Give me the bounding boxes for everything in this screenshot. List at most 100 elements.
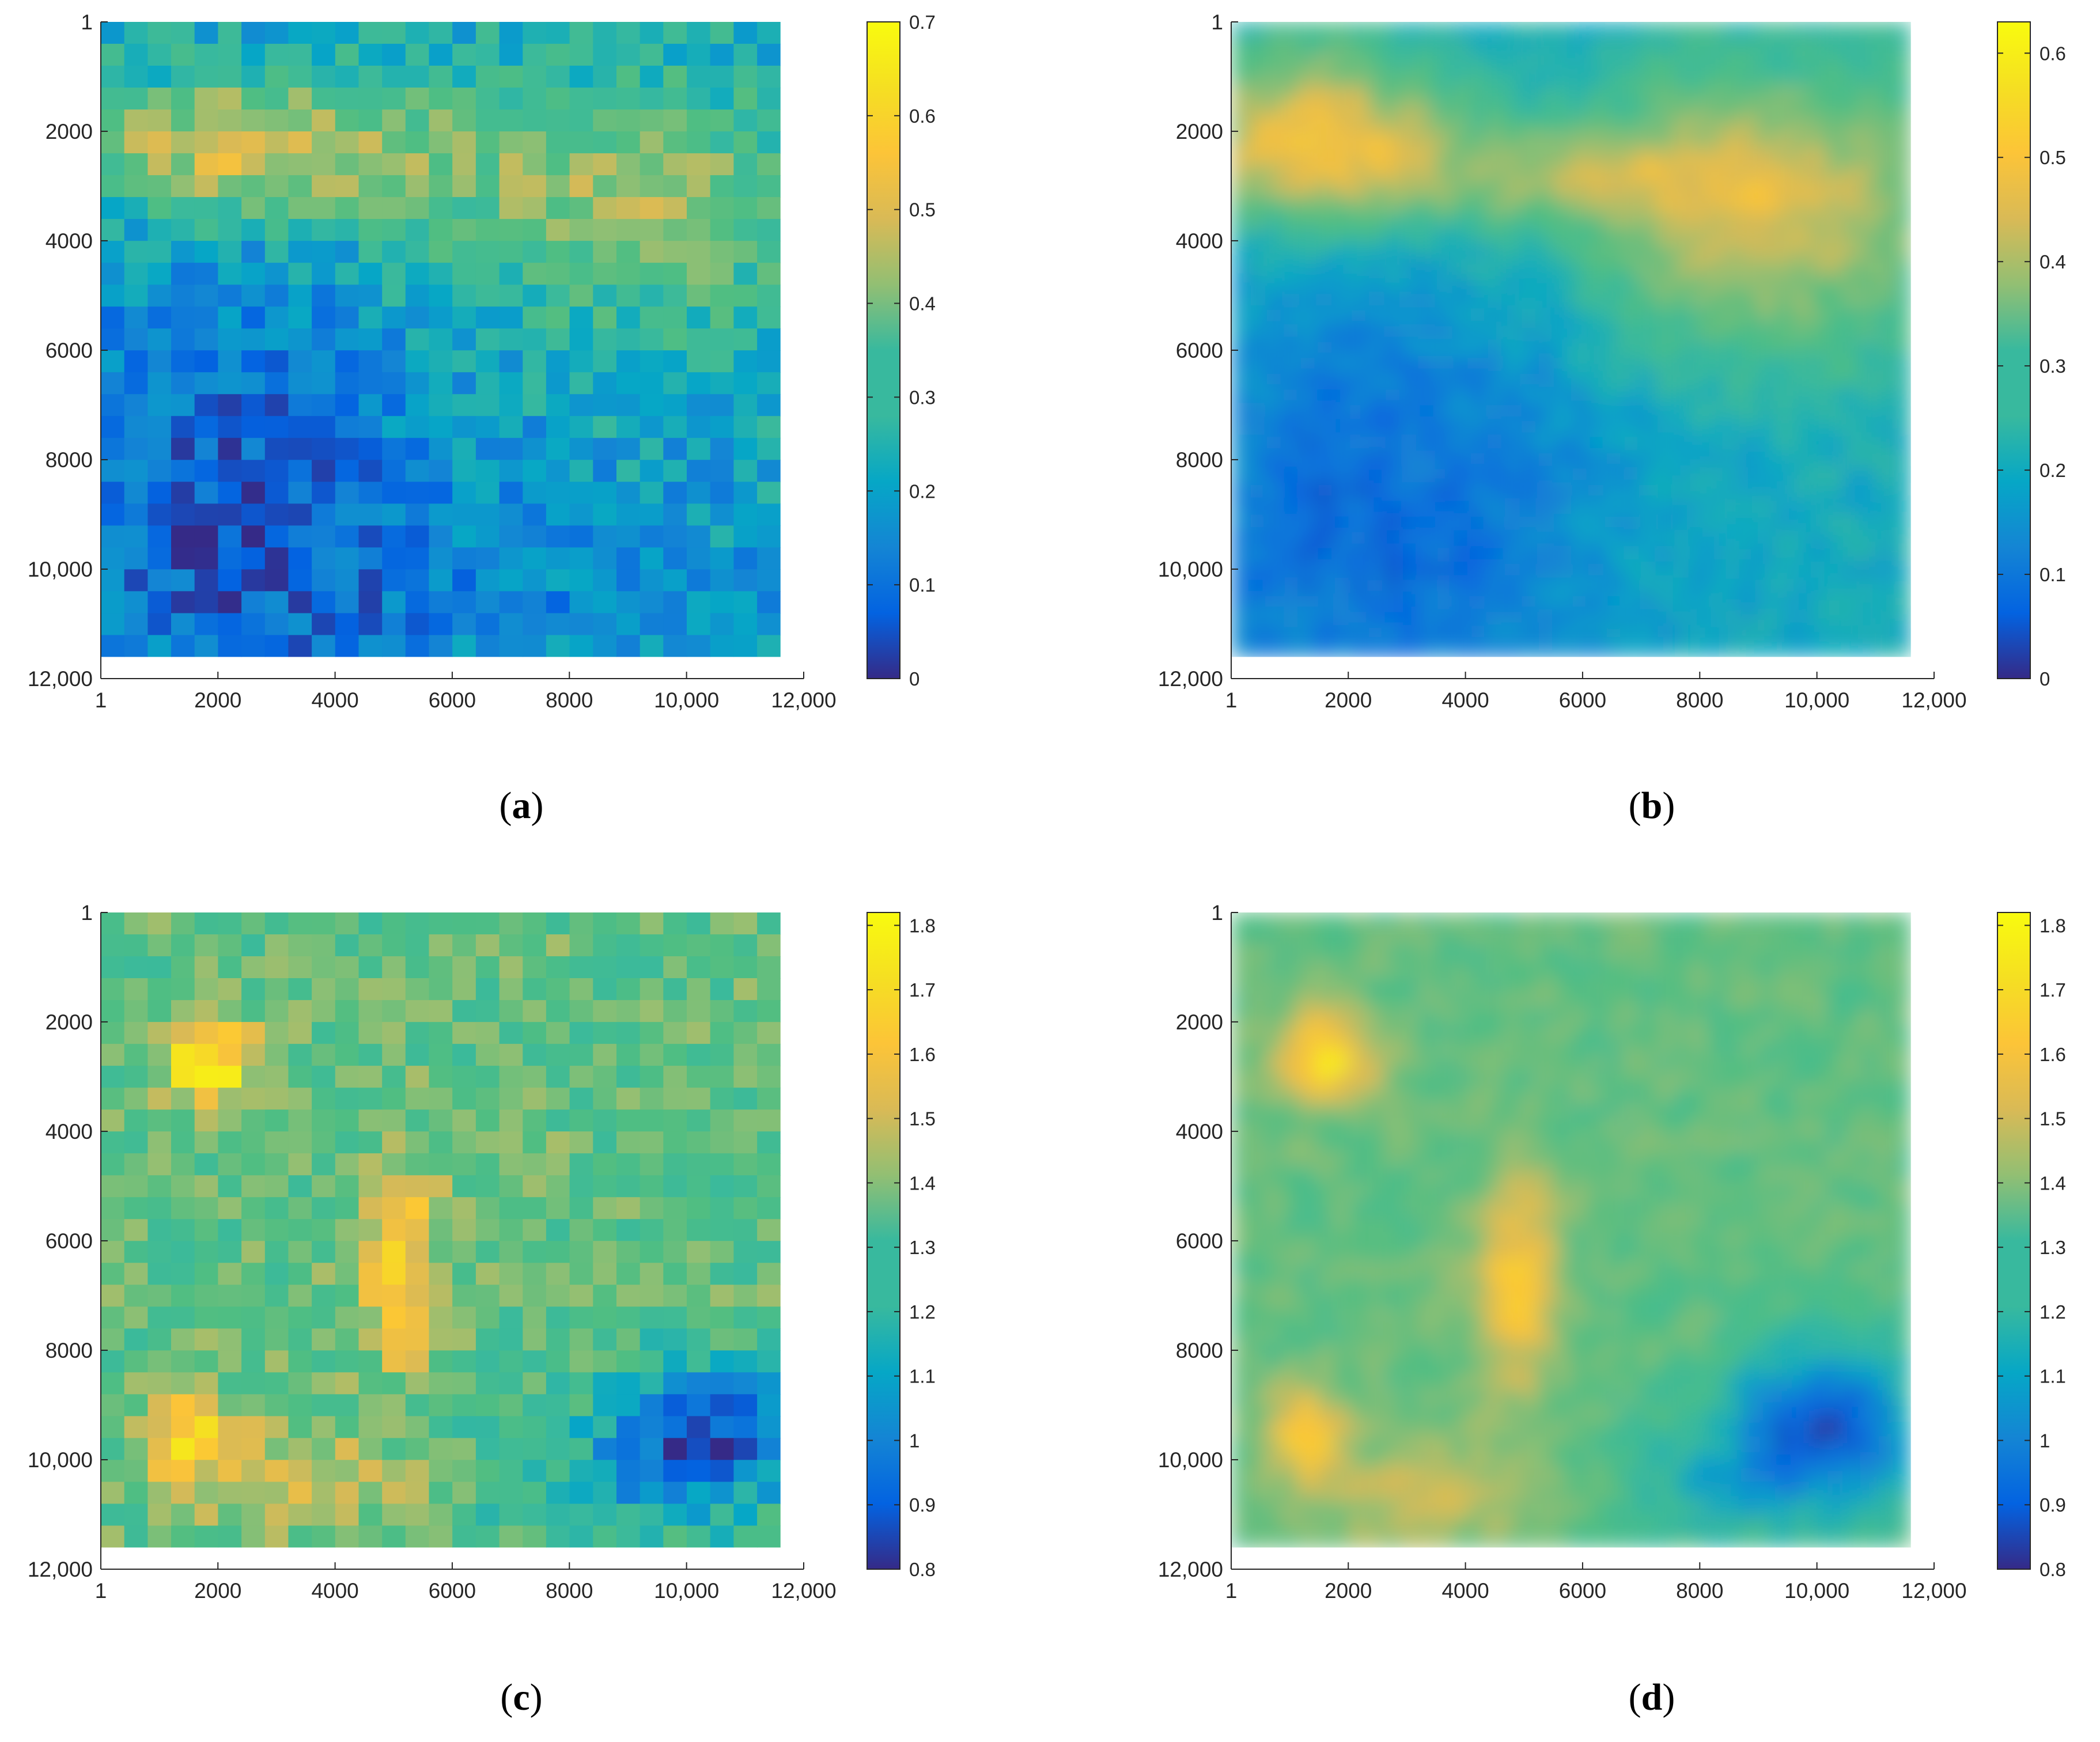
heatmap-cell: [241, 241, 266, 263]
heatmap-cell: [1503, 1023, 1521, 1040]
heatmap-cell: [358, 547, 383, 570]
heatmap-cell: [1571, 1167, 1589, 1183]
heatmap-cell: [593, 635, 617, 657]
heatmap-cell: [1554, 625, 1572, 642]
heatmap-cell: [1418, 546, 1436, 562]
heatmap-cell: [1860, 1150, 1878, 1167]
heatmap-cell: [1299, 1214, 1317, 1230]
heatmap-cell: [1231, 212, 1249, 229]
heatmap-cell: [1384, 593, 1402, 610]
heatmap-cell: [1367, 117, 1385, 134]
heatmap-cell: [687, 1153, 711, 1176]
heatmap-cell: [1282, 54, 1300, 70]
heatmap-cell: [1265, 529, 1283, 547]
heatmap-cell: [1282, 514, 1300, 531]
heatmap-cell: [1605, 37, 1623, 54]
heatmap-cell: [429, 285, 453, 307]
heatmap-cell: [1656, 1357, 1674, 1374]
heatmap-cell: [1774, 1071, 1793, 1088]
heatmap-cell: [1639, 1023, 1657, 1040]
heatmap-cell: [1503, 276, 1521, 293]
heatmap-cell: [1605, 546, 1623, 562]
heatmap-cell: [1588, 1055, 1606, 1072]
heatmap-cell: [358, 175, 383, 198]
heatmap-cell: [1503, 1262, 1521, 1278]
heatmap-cell: [1842, 291, 1861, 308]
heatmap-cell: [1503, 562, 1521, 578]
heatmap-cell: [358, 131, 383, 154]
heatmap-cell: [593, 88, 617, 110]
heatmap-cell: [1842, 1150, 1861, 1167]
heatmap-cell: [523, 1525, 547, 1548]
heatmap-cell: [147, 1000, 172, 1023]
heatmap-cell: [1401, 244, 1419, 261]
heatmap-cell: [1537, 529, 1555, 547]
heatmap-cell: [1537, 609, 1555, 626]
heatmap-cell: [1622, 276, 1640, 293]
colorbar-tick-label: 1.4: [909, 1172, 936, 1194]
heatmap-cell: [1469, 1373, 1487, 1389]
heatmap-cell: [499, 1350, 524, 1373]
heatmap-cell: [1350, 1277, 1368, 1294]
heatmap-cell: [1571, 1182, 1589, 1199]
heatmap-cell: [429, 1285, 453, 1307]
heatmap-cell: [358, 1219, 383, 1241]
heatmap-cell: [1758, 1420, 1776, 1437]
heatmap-cell: [1435, 308, 1453, 324]
heatmap-cell: [1842, 1087, 1861, 1104]
heatmap-cell: [1842, 546, 1861, 562]
heatmap-cell: [1333, 498, 1351, 515]
heatmap-cell: [1418, 1499, 1436, 1517]
heatmap-cell: [1826, 165, 1844, 181]
heatmap-cell: [1758, 434, 1776, 451]
heatmap-cell: [640, 1175, 664, 1198]
heatmap-cell: [1740, 212, 1759, 229]
heatmap-cell: [147, 569, 172, 592]
heatmap-cell: [569, 416, 594, 438]
heatmap-cell: [1486, 1452, 1504, 1469]
heatmap-cell: [1299, 577, 1317, 594]
heatmap-cell: [1639, 976, 1657, 993]
heatmap-cell: [1707, 498, 1725, 515]
heatmap-cell: [1486, 1293, 1504, 1310]
heatmap-cell: [1418, 180, 1436, 197]
heatmap-cell: [382, 66, 406, 88]
heatmap-cell: [546, 460, 570, 483]
heatmap-cell: [1605, 641, 1623, 657]
heatmap-cell: [429, 482, 453, 505]
heatmap-cell: [1571, 434, 1589, 451]
heatmap-cell: [147, 197, 172, 219]
heatmap-cell: [312, 263, 336, 285]
heatmap-cell: [710, 547, 735, 570]
heatmap-cell: [546, 482, 570, 505]
heatmap-cell: [1622, 37, 1640, 54]
heatmap-cell: [1316, 69, 1334, 86]
heatmap-cell: [1690, 450, 1708, 467]
heatmap-cell: [1520, 1468, 1538, 1485]
heatmap-cell: [710, 306, 735, 329]
heatmap-cell: [1876, 546, 1895, 562]
heatmap-cell: [1894, 323, 1911, 340]
heatmap-cell: [1537, 1214, 1555, 1230]
heatmap-cell: [288, 1525, 312, 1548]
heatmap-cell: [1842, 132, 1861, 150]
heatmap-cell: [593, 328, 617, 351]
heatmap-cell: [1588, 609, 1606, 626]
heatmap-cell: [1435, 976, 1453, 993]
heatmap-cell: [358, 66, 383, 88]
heatmap-cell: [358, 197, 383, 219]
heatmap-cell: [1622, 593, 1640, 610]
heatmap-cell: [1486, 625, 1504, 642]
heatmap-cell: [1350, 54, 1368, 70]
heatmap-cell: [1876, 228, 1895, 245]
heatmap-cell: [429, 978, 453, 1001]
heatmap-cell: [1808, 323, 1827, 340]
heatmap-cell: [1469, 991, 1487, 1009]
heatmap-cell: [1826, 196, 1844, 213]
heatmap-cell: [1842, 54, 1861, 70]
heatmap-cell: [523, 503, 547, 527]
heatmap-cell: [640, 635, 664, 657]
heatmap-cell: [194, 1066, 219, 1088]
heatmap-cell: [1605, 434, 1623, 451]
heatmap-cell: [1316, 960, 1334, 977]
